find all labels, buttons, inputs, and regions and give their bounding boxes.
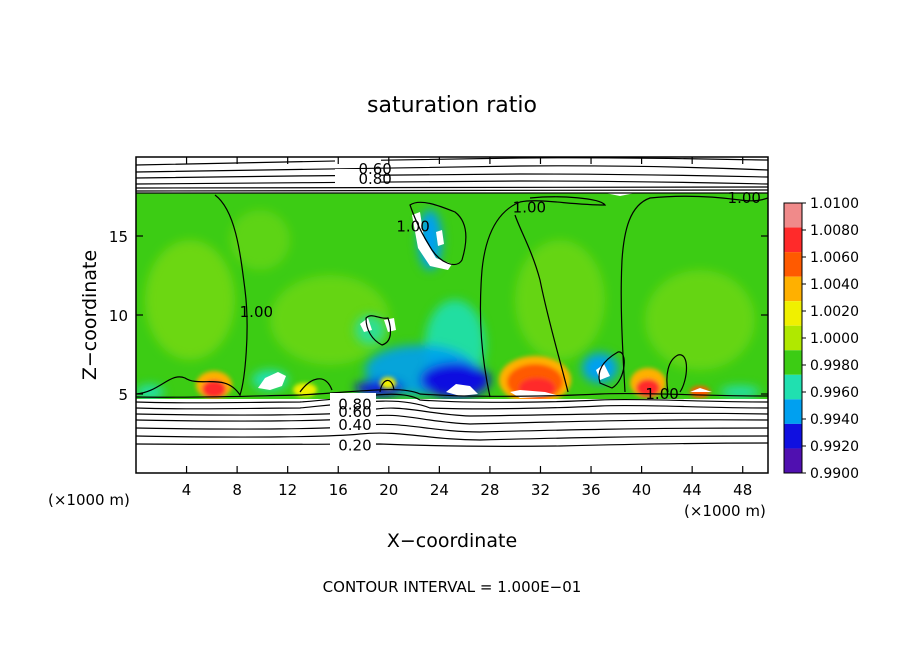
colorbar-swatch xyxy=(784,276,802,302)
y-tick-label: 15 xyxy=(109,228,128,246)
contour-labels: 0.600.801.001.001.001.001.000.800.600.40… xyxy=(240,160,761,455)
x-tick-label: 4 xyxy=(182,481,192,499)
x-tick-label: 40 xyxy=(632,481,651,499)
colorbar-label: 0.9920 xyxy=(810,439,859,455)
y-axis: 5 10 15 xyxy=(109,228,768,404)
colorbar-label: 0.9980 xyxy=(810,358,859,374)
x-tick-label: 12 xyxy=(278,481,297,499)
x-unit-left: (×1000 m) xyxy=(48,491,130,509)
contour-label: 0.40 xyxy=(338,416,371,434)
colorbar-swatch xyxy=(784,374,802,400)
colorbar-label: 1.0040 xyxy=(810,277,859,293)
contour-label-masks xyxy=(330,157,381,450)
x-axis-label: X−coordinate xyxy=(387,530,517,552)
contour-label: 1.00 xyxy=(728,189,761,207)
x-tick-label: 48 xyxy=(733,481,752,499)
contour-label: 1.00 xyxy=(645,385,678,403)
x-unit-right: (×1000 m) xyxy=(684,502,766,520)
contour-label: 0.80 xyxy=(358,170,391,188)
contour-interval-note: CONTOUR INTERVAL = 1.000E−01 xyxy=(323,578,582,596)
colorbar-swatch xyxy=(784,252,802,277)
colorbar-swatch xyxy=(784,227,802,253)
colorbar-swatch xyxy=(784,350,802,375)
colorbar-swatch xyxy=(784,423,802,449)
contour-label: 0.60 xyxy=(338,403,371,421)
contour-label: 1.00 xyxy=(396,218,429,236)
plot-area: 0.600.801.001.001.001.001.000.800.600.40… xyxy=(136,157,768,473)
contour-label: 0.80 xyxy=(338,395,371,413)
colorbar-label: 1.0000 xyxy=(810,331,859,347)
colorbar-label: 1.0020 xyxy=(810,304,859,320)
x-tick-label: 32 xyxy=(531,481,550,499)
x-tick-label: 28 xyxy=(480,481,499,499)
colorbar-label: 0.9900 xyxy=(810,466,859,482)
x-tick-label: 8 xyxy=(232,481,242,499)
colorbar-swatch xyxy=(784,399,802,424)
y-tick-label: 5 xyxy=(118,386,128,404)
contour-label: 0.20 xyxy=(338,436,371,454)
x-tick-label: 24 xyxy=(430,481,449,499)
colorbar-swatch xyxy=(784,301,802,326)
contour-label: 1.00 xyxy=(513,199,546,217)
colorbar-swatch xyxy=(784,203,802,228)
colorbar-swatch xyxy=(784,448,802,473)
colorbar-label: 1.0080 xyxy=(810,223,859,239)
x-tick-label: 44 xyxy=(683,481,702,499)
contour-label: 1.00 xyxy=(240,303,273,321)
colorbar: 1.0100 1.0080 1.0060 1.0040 1.0020 1.0000 0.99… xyxy=(783,196,859,482)
chart-title: saturation ratio xyxy=(367,93,537,118)
colorbar-label: 0.9940 xyxy=(810,412,859,428)
colorbar-label: 1.0060 xyxy=(810,250,859,266)
y-axis-label: Z−coordinate xyxy=(79,250,101,380)
contour-lines xyxy=(136,157,768,447)
colorbar-label: 0.9960 xyxy=(810,385,859,401)
colorbar-label: 1.0100 xyxy=(810,196,859,212)
x-tick-label: 36 xyxy=(581,481,600,499)
x-axis: 4 8 12 16 20 24 28 32 36 40 44 48 xyxy=(182,157,752,499)
colorbar-swatch xyxy=(784,325,802,351)
y-tick-label: 10 xyxy=(109,307,128,325)
contour-label: 0.60 xyxy=(358,160,391,178)
x-tick-label: 16 xyxy=(329,481,348,499)
x-tick-label: 20 xyxy=(379,481,398,499)
